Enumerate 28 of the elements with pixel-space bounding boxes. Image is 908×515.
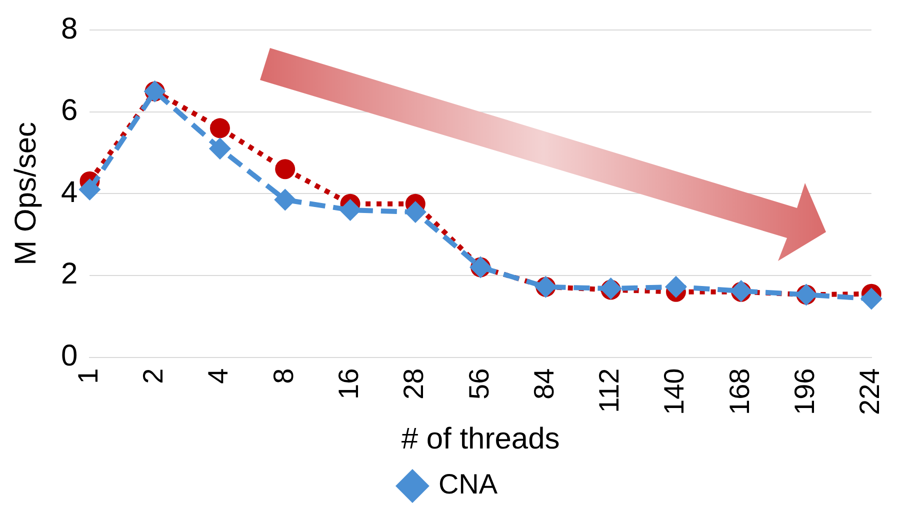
x-tick-label: 28 — [398, 368, 430, 400]
y-tick-label: 6 — [60, 94, 78, 128]
x-tick-label: 140 — [658, 368, 690, 415]
x-tick-label: 8 — [268, 368, 299, 384]
point — [210, 118, 230, 138]
x-axis-title: # of threads — [401, 422, 560, 456]
x-tick-label: 112 — [594, 368, 625, 413]
point — [274, 188, 296, 211]
x-tick-label: 168 — [724, 368, 755, 415]
y-axis-title: M Ops/sec — [9, 122, 42, 266]
point — [78, 178, 101, 201]
y-tick-label: 8 — [60, 12, 78, 46]
x-tick-label: 84 — [528, 368, 560, 400]
legend-label: CNA — [438, 468, 498, 500]
point — [860, 288, 882, 310]
y-tick-label: 4 — [60, 176, 78, 209]
x-tick-label: 196 — [788, 368, 820, 415]
x-tick-label: 224 — [854, 368, 886, 415]
x-tick-label: 2 — [138, 368, 169, 384]
point — [664, 276, 687, 298]
point — [404, 201, 426, 224]
x-tick-label: 56 — [463, 368, 494, 400]
x-tick-label: 4 — [202, 368, 234, 384]
point — [275, 159, 296, 180]
y-tick-label: 2 — [60, 258, 78, 291]
point — [339, 199, 362, 222]
x-tick-label: 16 — [332, 368, 364, 400]
point — [208, 138, 231, 160]
